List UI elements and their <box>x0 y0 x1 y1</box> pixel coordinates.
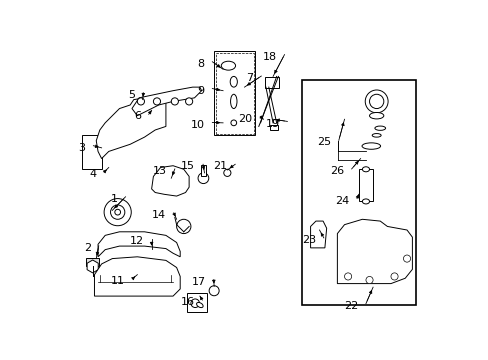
Circle shape <box>365 90 387 113</box>
Circle shape <box>104 199 131 226</box>
Text: 13: 13 <box>153 166 166 176</box>
Text: 12: 12 <box>129 237 143 247</box>
Text: 15: 15 <box>181 161 195 171</box>
Text: 26: 26 <box>329 166 343 176</box>
Circle shape <box>344 273 351 280</box>
Bar <box>215 53 253 134</box>
Circle shape <box>110 205 124 219</box>
Text: 17: 17 <box>191 277 205 287</box>
Polygon shape <box>151 166 189 196</box>
Text: 2: 2 <box>83 243 91 253</box>
Text: 20: 20 <box>238 113 252 123</box>
Circle shape <box>224 169 230 176</box>
Polygon shape <box>98 232 180 257</box>
Ellipse shape <box>361 143 380 149</box>
Text: 4: 4 <box>89 169 96 179</box>
Text: 11: 11 <box>111 276 124 286</box>
Circle shape <box>137 98 144 105</box>
Text: 9: 9 <box>197 86 204 96</box>
Bar <box>200 165 206 176</box>
Circle shape <box>190 299 199 307</box>
Circle shape <box>403 255 410 262</box>
Text: 8: 8 <box>197 59 204 69</box>
Circle shape <box>185 98 192 105</box>
Text: 10: 10 <box>190 120 204 130</box>
Ellipse shape <box>230 94 237 109</box>
Bar <box>264 77 278 88</box>
Polygon shape <box>132 87 201 116</box>
Circle shape <box>365 276 372 284</box>
Bar <box>358 169 372 202</box>
Text: 24: 24 <box>334 196 348 206</box>
Text: 21: 21 <box>213 161 227 171</box>
Polygon shape <box>310 221 326 248</box>
Circle shape <box>198 173 208 184</box>
Ellipse shape <box>196 302 203 307</box>
Circle shape <box>369 94 383 109</box>
Bar <box>86 258 99 266</box>
Text: 19: 19 <box>265 118 279 129</box>
Circle shape <box>115 209 121 215</box>
Text: 7: 7 <box>246 73 253 83</box>
Circle shape <box>153 98 160 105</box>
Circle shape <box>171 98 178 105</box>
Text: 23: 23 <box>301 235 315 245</box>
Bar <box>82 135 102 169</box>
Circle shape <box>176 219 190 234</box>
Text: 22: 22 <box>343 301 357 311</box>
Text: 1: 1 <box>110 194 118 204</box>
Text: 16: 16 <box>180 297 194 307</box>
Text: 14: 14 <box>151 210 165 220</box>
Bar <box>270 125 278 130</box>
Text: 25: 25 <box>316 138 330 148</box>
Polygon shape <box>337 219 411 284</box>
Ellipse shape <box>374 126 385 130</box>
Ellipse shape <box>369 112 383 119</box>
Bar <box>214 51 255 135</box>
Text: 18: 18 <box>262 52 276 62</box>
Bar <box>301 80 415 305</box>
Ellipse shape <box>362 167 369 172</box>
Text: 3: 3 <box>79 143 85 153</box>
Text: 6: 6 <box>134 111 141 121</box>
Bar <box>187 293 206 312</box>
Text: 5: 5 <box>128 90 135 100</box>
Ellipse shape <box>371 134 380 137</box>
Polygon shape <box>94 257 180 296</box>
Polygon shape <box>96 98 165 158</box>
Circle shape <box>390 273 397 280</box>
Ellipse shape <box>230 76 237 87</box>
Ellipse shape <box>362 199 369 204</box>
Ellipse shape <box>221 61 235 70</box>
Circle shape <box>209 286 219 296</box>
Polygon shape <box>87 260 98 273</box>
Ellipse shape <box>230 120 236 126</box>
